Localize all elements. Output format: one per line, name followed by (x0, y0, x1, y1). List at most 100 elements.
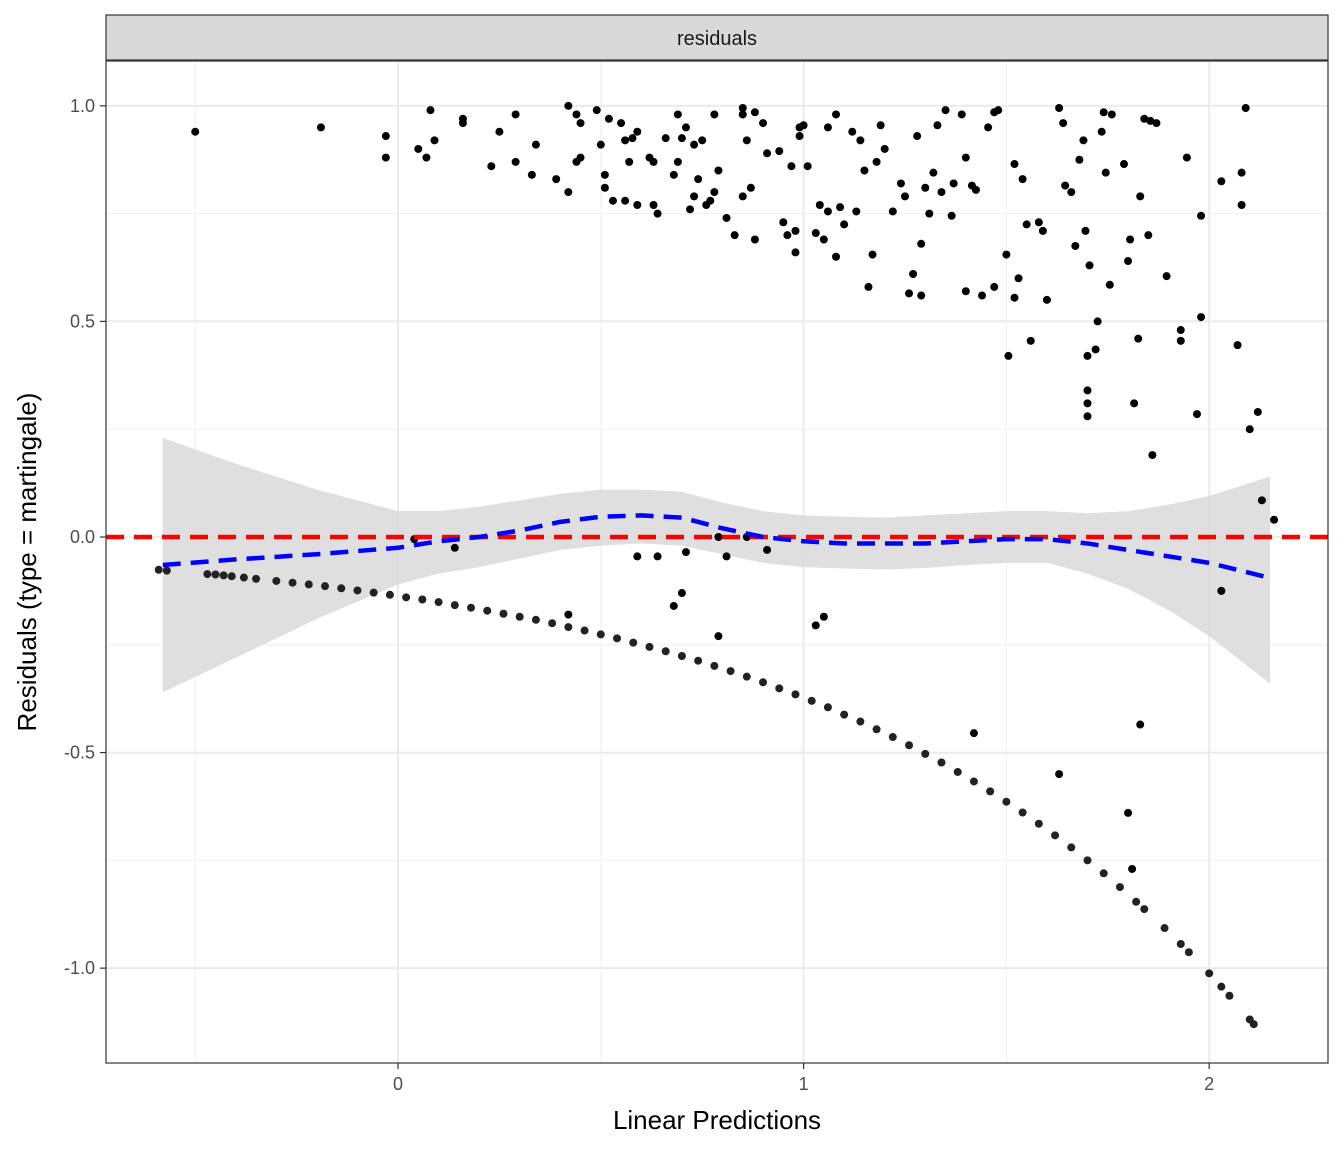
event-point (511, 110, 520, 119)
event-point (1081, 226, 1090, 235)
event-point (795, 132, 804, 141)
event-point (1136, 720, 1145, 729)
event-point (1233, 341, 1242, 350)
event-point (592, 106, 601, 115)
y-tick-label: 1.0 (70, 96, 95, 116)
censored-point (531, 615, 540, 624)
censored-point (1132, 897, 1141, 906)
event-point (722, 213, 731, 222)
event-point (511, 157, 520, 166)
event-point (714, 632, 723, 641)
event-point (909, 269, 918, 278)
event-point (1237, 168, 1246, 177)
event-point (617, 119, 626, 128)
event-point (710, 110, 719, 119)
y-axis-title: Residuals (type = martingale) (12, 393, 42, 732)
event-point (1237, 201, 1246, 210)
censored-point (304, 580, 313, 589)
event-point (1071, 241, 1080, 250)
event-point (1182, 153, 1191, 162)
event-point (978, 291, 987, 300)
event-point (1097, 127, 1106, 136)
event-point (625, 157, 634, 166)
censored-point (1051, 831, 1060, 840)
censored-point (1217, 982, 1226, 991)
censored-point (1099, 869, 1108, 878)
event-point (961, 153, 970, 162)
event-point (750, 108, 759, 117)
event-point (1140, 114, 1149, 123)
censored-point (211, 570, 220, 579)
censored-point (288, 578, 297, 587)
event-point (900, 192, 909, 201)
event-point (1126, 235, 1135, 244)
event-point (823, 207, 832, 216)
censored-point (759, 678, 768, 687)
event-point (1083, 399, 1092, 408)
event-point (888, 207, 897, 216)
event-point (669, 601, 678, 610)
event-point (852, 207, 861, 216)
event-point (848, 127, 857, 136)
censored-point (986, 787, 995, 796)
event-point (949, 179, 958, 188)
strip-background (105, 14, 1329, 61)
event-point (1022, 220, 1031, 229)
event-point (1124, 257, 1133, 266)
event-point (811, 229, 820, 238)
event-point (1002, 250, 1011, 259)
event-point (1034, 218, 1043, 227)
event-point (1136, 192, 1145, 201)
censored-point (252, 574, 261, 583)
censored-point (1083, 856, 1092, 865)
censored-point (596, 630, 605, 639)
censored-point (227, 572, 236, 581)
censored-point (1067, 843, 1076, 852)
censored-point (969, 777, 978, 786)
censored-point (872, 725, 881, 734)
event-point (872, 157, 881, 166)
censored-point (677, 651, 686, 660)
event-point (917, 239, 926, 248)
event-point (495, 127, 504, 136)
points-layer (154, 101, 1279, 1029)
event-point (905, 289, 914, 298)
censored-point (162, 566, 171, 575)
censored-point (499, 609, 508, 618)
event-point (1105, 280, 1114, 289)
strip-label: residuals (677, 28, 757, 50)
censored-point (905, 741, 914, 750)
event-point (787, 162, 796, 171)
event-point (832, 110, 841, 119)
event-point (917, 291, 926, 300)
censored-point (1205, 969, 1214, 978)
smooth-trend-line (162, 513, 1271, 581)
censored-point (1176, 940, 1185, 949)
event-point (1270, 515, 1279, 524)
event-point (994, 106, 1003, 115)
event-point (531, 140, 540, 149)
event-point (1253, 407, 1262, 416)
event-point (690, 140, 699, 149)
panel-border (105, 60, 1329, 1064)
event-point (1014, 274, 1023, 283)
event-point (381, 153, 390, 162)
censored-point (321, 582, 330, 591)
event-point (799, 121, 808, 130)
event-point (1038, 226, 1047, 235)
event-point (1085, 261, 1094, 270)
event-point (1099, 108, 1108, 117)
event-point (661, 134, 670, 143)
event-point (783, 231, 792, 240)
y-tick-label: -1.0 (64, 958, 95, 978)
event-point (1004, 351, 1013, 360)
censored-point (203, 570, 212, 579)
event-point (576, 153, 585, 162)
gridlines (106, 61, 1328, 1063)
event-point (686, 205, 695, 214)
censored-point (564, 623, 573, 632)
event-point (990, 282, 999, 291)
event-point (414, 144, 423, 153)
event-point (1197, 211, 1206, 220)
event-point (628, 134, 637, 143)
